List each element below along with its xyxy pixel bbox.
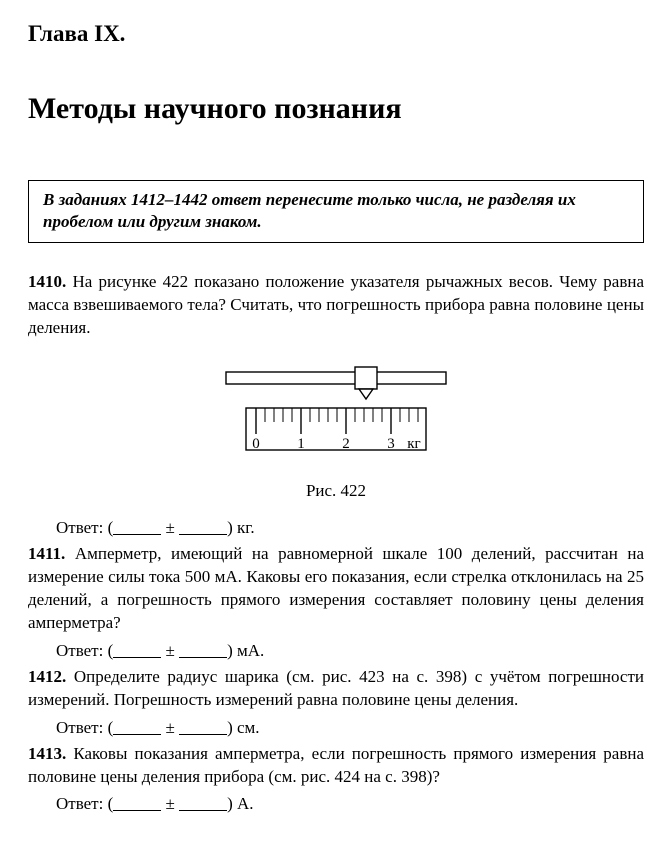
problem-text: На рисунке 422 показано положение указат…	[28, 272, 644, 337]
answer-1411: Ответ: ( ± ) мА.	[56, 638, 644, 663]
problem-text: Каковы показания амперметра, если погреш…	[28, 744, 644, 786]
answer-blank[interactable]	[113, 640, 161, 658]
chapter-title: Методы научного познания	[28, 89, 644, 130]
problem-1412: 1412. Определите радиус шарика (см. рис.…	[28, 666, 644, 712]
problem-number: 1412.	[28, 667, 66, 686]
svg-text:3: 3	[387, 436, 395, 452]
svg-text:1: 1	[297, 436, 305, 452]
answer-sep: ±	[161, 641, 179, 660]
answer-suffix: ) А.	[227, 794, 253, 813]
problem-number: 1413.	[28, 744, 66, 763]
chapter-label: Глава IX.	[28, 18, 644, 49]
problem-1411: 1411. Амперметр, имеющий на равномерной …	[28, 543, 644, 635]
answer-blank[interactable]	[179, 517, 227, 535]
answer-blank[interactable]	[179, 717, 227, 735]
answer-1413: Ответ: ( ± ) А.	[56, 791, 644, 816]
problem-text: Определите радиус шарика (см. рис. 423 н…	[28, 667, 644, 709]
figure-422: 0 1 2 3 кг	[28, 354, 644, 474]
answer-prefix: Ответ: (	[56, 641, 113, 660]
problem-1413: 1413. Каковы показания амперметра, если …	[28, 743, 644, 789]
answer-sep: ±	[161, 794, 179, 813]
problem-number: 1411.	[28, 544, 65, 563]
svg-text:0: 0	[252, 436, 260, 452]
answer-blank[interactable]	[113, 517, 161, 535]
answer-prefix: Ответ: (	[56, 518, 113, 537]
answer-blank[interactable]	[113, 717, 161, 735]
svg-text:кг: кг	[407, 436, 420, 452]
answer-suffix: ) мА.	[227, 641, 264, 660]
answer-1412: Ответ: ( ± ) см.	[56, 715, 644, 740]
answer-blank[interactable]	[179, 793, 227, 811]
problem-1410: 1410. На рисунке 422 показано положение …	[28, 271, 644, 340]
svg-text:2: 2	[342, 436, 350, 452]
answer-blank[interactable]	[179, 640, 227, 658]
problem-number: 1410.	[28, 272, 66, 291]
answer-1410: Ответ: ( ± ) кг.	[56, 515, 644, 540]
answer-suffix: ) см.	[227, 718, 259, 737]
instruction-box: В заданиях 1412–1442 ответ перенесите то…	[28, 180, 644, 244]
answer-sep: ±	[161, 718, 179, 737]
answer-prefix: Ответ: (	[56, 718, 113, 737]
answer-blank[interactable]	[113, 793, 161, 811]
scale-diagram: 0 1 2 3 кг	[216, 354, 456, 474]
problem-text: Амперметр, имеющий на равномерной шкале …	[28, 544, 644, 632]
answer-suffix: ) кг.	[227, 518, 254, 537]
figure-caption: Рис. 422	[28, 480, 644, 503]
answer-sep: ±	[161, 518, 179, 537]
answer-prefix: Ответ: (	[56, 794, 113, 813]
